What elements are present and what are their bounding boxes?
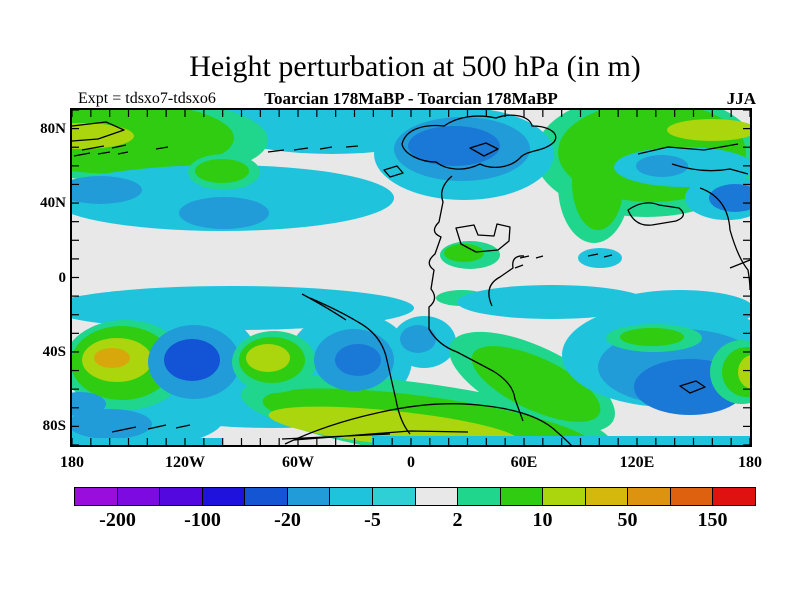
colorbar-segment [202, 488, 246, 505]
colorbar-segment [585, 488, 629, 505]
plot-title: Height perturbation at 500 hPa (in m) [189, 50, 641, 83]
coastline-path [72, 121, 125, 142]
lon-tick-label: 180 [738, 454, 762, 471]
coastline-path [401, 114, 557, 170]
contour-region [572, 134, 624, 230]
lat-tick-label: 80N [40, 120, 66, 137]
colorbar [74, 487, 756, 506]
contour-region [72, 176, 142, 204]
coastline-path [637, 143, 739, 155]
contour-map [72, 110, 750, 445]
coastline-path [284, 403, 572, 445]
coastline-path [301, 293, 347, 321]
contour-region [709, 184, 750, 212]
colorbar-tick-label: -5 [364, 509, 381, 531]
lon-tick-label: 0 [407, 454, 415, 471]
coastline-path [627, 202, 684, 226]
coastline-path [671, 163, 749, 175]
colorbar-segment [330, 488, 373, 505]
coastline-path [281, 430, 469, 441]
contour-region [578, 248, 622, 268]
contour-region [195, 159, 249, 183]
coastline-path [488, 255, 525, 307]
contour-region [164, 339, 220, 381]
colorbar-segment [713, 488, 755, 505]
coastline-path [699, 187, 750, 291]
colorbar-segment [75, 488, 118, 505]
experiment-label: Expt = tdsxo7-tdsxo6 [78, 90, 216, 107]
colorbar-segment [500, 488, 544, 505]
contour-region [72, 123, 134, 149]
coastline-path [729, 259, 750, 269]
coastline-path [469, 142, 499, 157]
lat-tick-label: 80S [42, 418, 66, 435]
map-frame [70, 108, 752, 447]
colorbar-segment [628, 488, 671, 505]
colorbar-segment [287, 488, 331, 505]
colorbar-segment [245, 488, 288, 505]
contour-region [335, 344, 381, 376]
lon-tick-label: 60E [510, 454, 538, 471]
coastline-path [679, 380, 706, 394]
contour-region [620, 328, 684, 346]
lon-tick-label: 120E [619, 454, 655, 471]
colorbar-segment [458, 488, 501, 505]
colorbar-tick-label: -200 [99, 509, 136, 531]
colorbar-tick-label: 2 [452, 509, 463, 531]
coastline-path [111, 424, 191, 433]
season-label: JJA [726, 89, 756, 108]
contour-fills [72, 110, 750, 445]
axis-ticks [72, 110, 750, 445]
contour-region [738, 355, 750, 389]
colorbar-tick-label: 150 [697, 509, 728, 531]
coastline-path [267, 145, 359, 153]
contour-region [457, 285, 647, 319]
lat-tick-label: 0 [58, 269, 67, 286]
colorbar-tick-label: 50 [617, 509, 638, 531]
lat-axis: 80N 40N 0 40S 80S [0, 0, 66, 447]
contour-region [179, 197, 269, 229]
coastline-path [587, 253, 613, 258]
contour-region [72, 409, 152, 439]
contour-region [372, 436, 750, 445]
contour-region [636, 155, 688, 177]
coastline-path [73, 151, 129, 157]
coastline-path [309, 297, 411, 435]
colorbar-tick-label: -20 [274, 509, 301, 531]
lat-tick-label: 40S [42, 343, 66, 360]
plot-subtitle: Toarcian 178MaBP - Toarcian 178MaBP [264, 89, 558, 108]
colorbar-segment [160, 488, 203, 505]
coastline-path [455, 223, 511, 253]
lon-tick-label: 180 [60, 454, 84, 471]
contour-region [408, 126, 500, 166]
colorbar-segment [372, 488, 416, 505]
coastline-path [514, 255, 544, 269]
contour-region [72, 392, 106, 416]
contour-region [667, 119, 750, 141]
colorbar-tick-label: -100 [184, 509, 221, 531]
contour-region [246, 344, 290, 372]
lon-tick-label: 60W [282, 454, 314, 471]
colorbar-segment [117, 488, 161, 505]
colorbar-segment [415, 488, 459, 505]
lat-tick-label: 40N [40, 195, 66, 212]
coastline-path [383, 165, 404, 178]
colorbar-labels: -200 -100 -20 -5 2 10 50 150 [0, 509, 800, 533]
coastline-path [81, 144, 169, 151]
lon-tick-label: 120W [165, 454, 205, 471]
colorbar-tick-label: 10 [532, 509, 553, 531]
colorbar-segment [670, 488, 714, 505]
contour-region [444, 244, 484, 262]
contour-region [400, 325, 436, 353]
colorbar-segment [543, 488, 586, 505]
contour-region [471, 346, 601, 422]
coastlines [72, 114, 750, 445]
lon-axis: 180 120W 60W 0 60E 120E 180 [0, 454, 800, 474]
contour-region [94, 348, 130, 368]
coastline-path [428, 175, 524, 422]
